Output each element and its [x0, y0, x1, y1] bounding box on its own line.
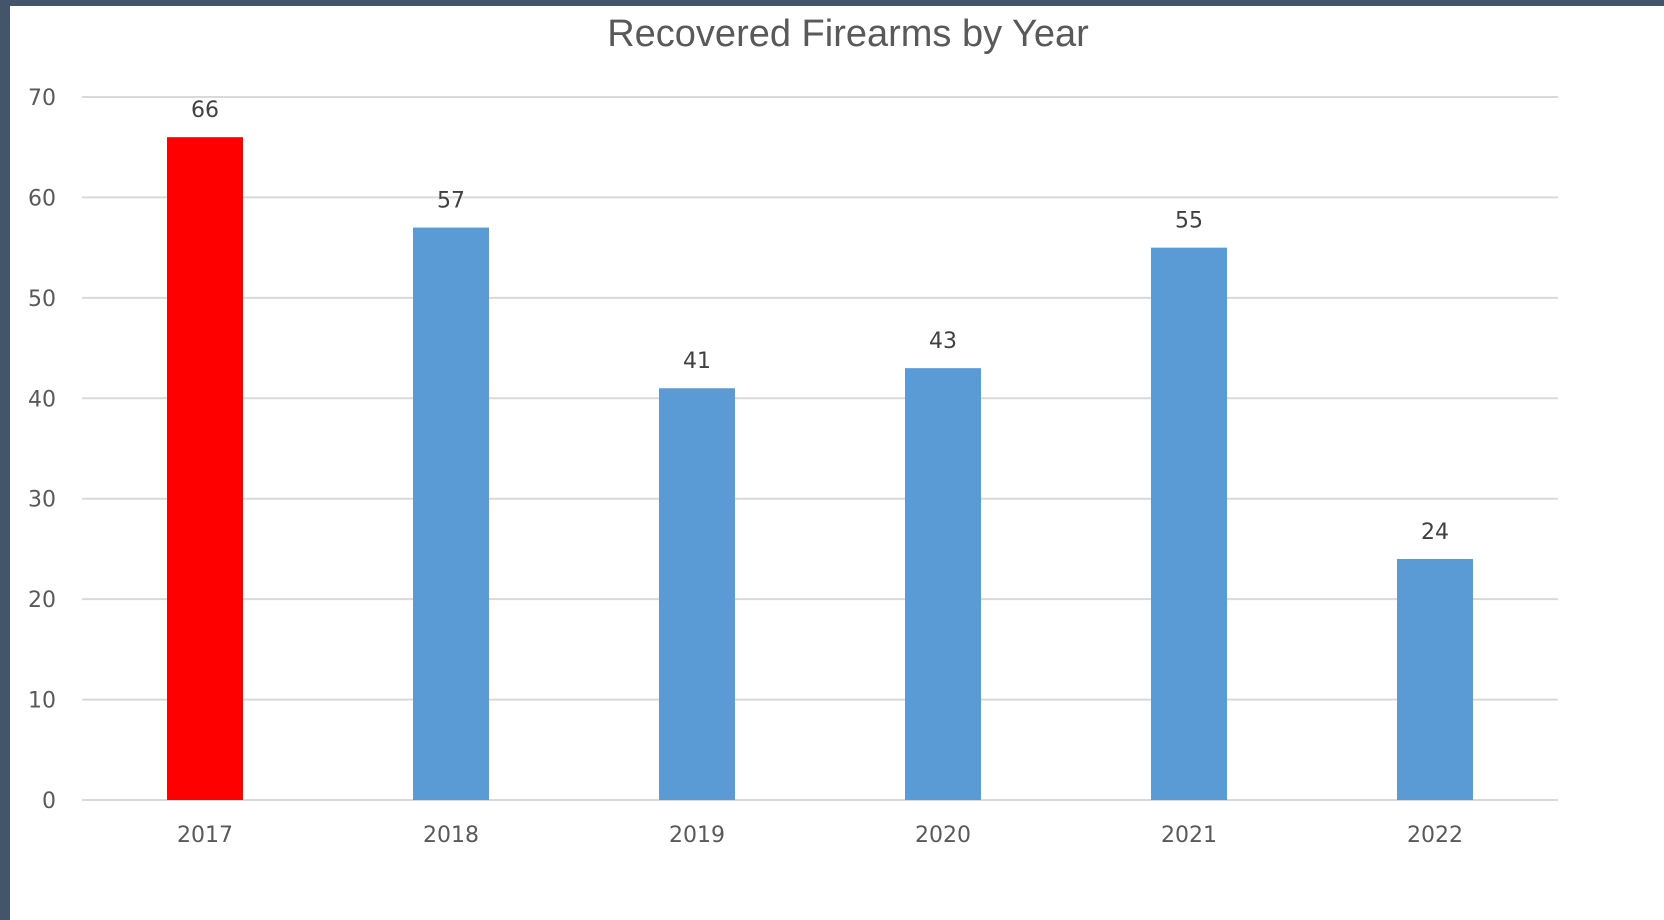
- x-tick-label-2019: 2019: [669, 823, 725, 848]
- y-tick-label-0: 0: [42, 789, 56, 814]
- data-label-2021: 55: [1175, 209, 1203, 234]
- bar-2017: [167, 137, 243, 800]
- y-tick-label-40: 40: [28, 387, 56, 412]
- x-tick-label-2018: 2018: [423, 823, 479, 848]
- x-tick-label-2021: 2021: [1161, 823, 1217, 848]
- chart-frame: Recovered Firearms by Year 0 10 20 30 40 50 60…: [10, 6, 1664, 920]
- data-label-2022: 24: [1421, 520, 1449, 545]
- data-label-2017: 66: [191, 98, 219, 123]
- data-label-2020: 43: [929, 329, 957, 354]
- bars: [167, 137, 1473, 801]
- data-labels: 66 57 41 43 55 24: [191, 98, 1449, 545]
- y-tick-label-50: 50: [28, 287, 56, 312]
- data-label-2019: 41: [683, 349, 711, 374]
- y-tick-label-10: 10: [28, 689, 56, 714]
- gridlines: [82, 96, 1558, 801]
- x-axis-tick-labels: 2017 2018 2019 2020 2021 2022: [177, 823, 1463, 848]
- y-tick-label-70: 70: [28, 86, 56, 111]
- bar-2022: [1397, 558, 1473, 800]
- data-label-2018: 57: [437, 189, 465, 214]
- y-axis-tick-labels: 0 10 20 30 40 50 60 70: [28, 86, 56, 814]
- chart-title: Recovered Firearms by Year: [607, 13, 1089, 55]
- x-tick-label-2020: 2020: [915, 823, 971, 848]
- bar-2019: [659, 388, 735, 800]
- x-tick-label-2017: 2017: [177, 823, 233, 848]
- x-tick-label-2022: 2022: [1407, 823, 1463, 848]
- y-tick-label-30: 30: [28, 488, 56, 513]
- y-tick-label-60: 60: [28, 186, 56, 211]
- bar-chart: Recovered Firearms by Year 0 10 20 30 40 50 60…: [28, 13, 1558, 848]
- bar-2020: [905, 368, 981, 800]
- bar-2021: [1151, 247, 1227, 801]
- y-tick-label-20: 20: [28, 588, 56, 613]
- bar-2018: [413, 227, 489, 801]
